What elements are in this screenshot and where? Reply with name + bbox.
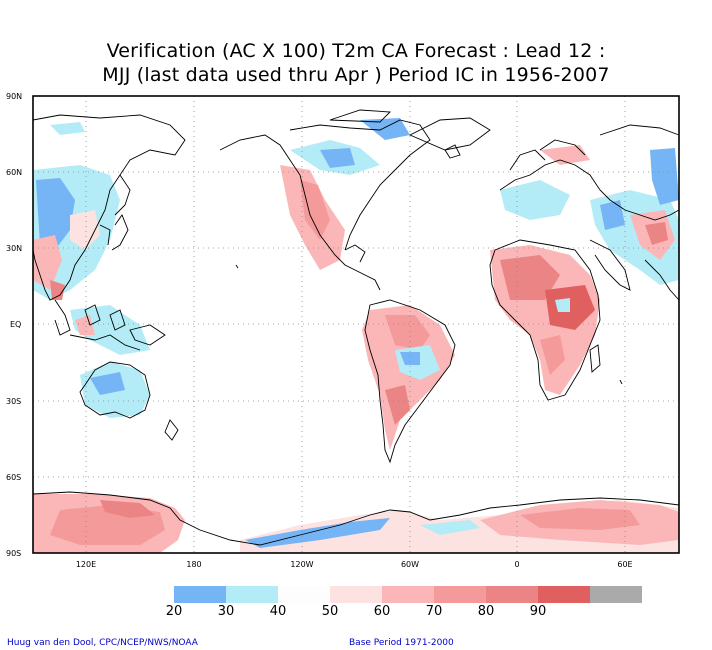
lon-label: 120E xyxy=(76,560,96,569)
credit-text: Huug van den Dool, CPC/NCEP/NWS/NOAA xyxy=(7,638,198,648)
lat-label: 60N xyxy=(6,168,22,177)
coastlines xyxy=(32,109,680,546)
lat-label: 30N xyxy=(6,244,22,253)
longitude-labels: 120E 180 120W 60W 0 60E xyxy=(76,560,633,569)
colorbar-swatch xyxy=(226,586,278,603)
lat-label: EQ xyxy=(10,320,21,329)
lon-label: 120W xyxy=(290,560,313,569)
lon-label: 0 xyxy=(514,560,519,569)
lat-label: 90S xyxy=(6,549,21,558)
colorbar-label: 80 xyxy=(477,604,495,619)
colorbar xyxy=(174,586,642,603)
colorbar-label: 20 xyxy=(165,604,183,619)
lon-label: 60W xyxy=(401,560,419,569)
lon-label: 180 xyxy=(186,560,201,569)
shaded-regions xyxy=(33,118,679,553)
colorbar-swatch xyxy=(538,586,590,603)
lat-label: 30S xyxy=(6,397,21,406)
colorbar-label: 50 xyxy=(321,604,339,619)
colorbar-label: 90 xyxy=(529,604,547,619)
base-period-text: Base Period 1971-2000 xyxy=(349,638,454,648)
colorbar-swatch xyxy=(434,586,486,603)
colorbar-swatch xyxy=(590,586,642,603)
colorbar-swatch xyxy=(486,586,538,603)
grid-lines xyxy=(33,96,679,553)
lon-label: 60E xyxy=(617,560,632,569)
lat-label: 60S xyxy=(6,473,21,482)
map-frame xyxy=(32,95,680,554)
colorbar-label: 70 xyxy=(425,604,443,619)
colorbar-swatch xyxy=(382,586,434,603)
colorbar-label: 30 xyxy=(217,604,235,619)
colorbar-swatch xyxy=(174,586,226,603)
map-title-line-2: MJJ (last data used thru Apr ) Period IC… xyxy=(102,64,610,86)
map-title-line-1: Verification (AC X 100) T2m CA Forecast … xyxy=(106,40,606,62)
colorbar-label: 60 xyxy=(373,604,391,619)
lat-label: 90N xyxy=(6,92,22,101)
colorbar-swatch xyxy=(330,586,382,603)
latitude-labels: 90N 60N 30N EQ 30S 60S 90S xyxy=(6,92,22,558)
colorbar-swatch xyxy=(278,586,330,603)
colorbar-label: 40 xyxy=(269,604,287,619)
